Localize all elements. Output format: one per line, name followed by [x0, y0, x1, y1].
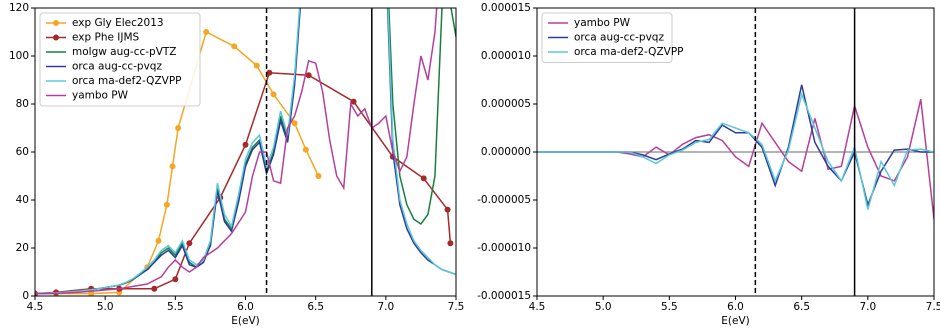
x-tick-label: 5.0: [595, 301, 612, 313]
data-point: [270, 91, 277, 98]
subplot: 4.5 5.0 5.5 6.0 6.5 7.0 7.5 -0.000015 -0.000010 -…: [477, 2, 940, 327]
data-point: [155, 237, 162, 244]
legend-marker: [53, 34, 59, 41]
x-axis-label: E(eV): [231, 315, 259, 327]
x-tick-label: 4.5: [27, 301, 44, 313]
y-tick-label: -0.000010: [477, 242, 531, 254]
legend-label: orca aug-cc-pvqz: [72, 61, 162, 73]
axes-frame: [536, 7, 935, 297]
data-point: [444, 206, 451, 213]
x-tick-label: 5.0: [97, 301, 114, 313]
data-point: [253, 62, 260, 69]
data-point: [172, 276, 179, 283]
x-tick-label: 7.0: [377, 301, 394, 313]
y-tick-label: -0.000015: [477, 290, 531, 302]
legend-box: [39, 12, 201, 107]
x-tick-label: 7.0: [859, 301, 876, 313]
x-tick-label: 7.5: [448, 301, 465, 313]
y-tick-label: 0.000015: [481, 2, 531, 14]
y-tick-label: 0: [22, 290, 29, 302]
x-tick-label: 4.5: [529, 301, 546, 313]
series-line: [35, 8, 456, 295]
legend-label: yambo PW: [72, 90, 129, 102]
x-tick-label: 5.5: [661, 301, 678, 313]
data-point: [315, 173, 322, 179]
data-point: [163, 201, 170, 208]
x-tick-label: 7.5: [926, 301, 940, 313]
y-tick-label: 80: [16, 98, 29, 110]
legend-marker: [53, 20, 59, 26]
series-line: [35, 72, 452, 295]
data-point: [151, 285, 158, 292]
x-tick-label: 6.5: [793, 301, 810, 313]
data-point: [169, 163, 176, 170]
data-point: [291, 120, 298, 127]
plot-area: [35, 8, 456, 296]
x-tick-label: 6.0: [237, 301, 254, 313]
legend-label: exp Gly Elec2013: [72, 17, 164, 29]
y-tick-label: -0.000005: [477, 194, 531, 206]
legend-label: orca ma-def2-QZVPP: [574, 46, 684, 58]
series-line: [537, 91, 934, 210]
x-tick-label: 6.5: [307, 301, 324, 313]
x-axis-label: E(eV): [721, 315, 749, 327]
series-line: [35, 8, 438, 295]
data-point: [302, 146, 309, 153]
legend-box: [541, 12, 673, 63]
data-point: [186, 240, 193, 247]
data-point: [420, 175, 427, 182]
axes-frame: [34, 7, 457, 297]
y-tick-label: 20: [16, 242, 29, 254]
series-line: [35, 30, 320, 295]
data-point: [203, 29, 210, 35]
data-point: [266, 69, 273, 76]
data-point: [447, 240, 454, 247]
data-point: [242, 141, 249, 148]
data-point: [350, 98, 357, 105]
y-tick-label: 0.000000: [481, 146, 531, 158]
plot-area: [537, 8, 934, 296]
data-point: [305, 72, 312, 79]
y-tick-label: 0.000005: [481, 98, 531, 110]
legend-label: orca aug-cc-pvqz: [574, 32, 664, 44]
legend-label: orca ma-def2-QZVPP: [72, 75, 182, 87]
legend-label: molgw aug-cc-pVTZ: [72, 46, 177, 58]
legend: exp Gly Elec2013 exp Phe IJMS molgw aug-cc…: [39, 12, 201, 107]
data-point: [175, 125, 182, 131]
y-tick-label: 0.000010: [481, 50, 531, 62]
x-tick-label: 6.0: [727, 301, 744, 313]
y-tick-label: 120: [9, 2, 29, 14]
y-tick-label: 100: [9, 50, 29, 62]
legend-label: yambo PW: [574, 17, 631, 29]
y-tick-label: 40: [16, 194, 29, 206]
x-tick-label: 5.5: [167, 301, 184, 313]
data-point: [231, 43, 238, 50]
subplot: 4.5 5.0 5.5 6.0 6.5 7.0 7.5 0 20 40 60 80 100 120 E(eV…: [9, 2, 465, 327]
legend: yambo PW orca aug-cc-pvqz orca ma-def2-QZV…: [541, 12, 684, 63]
series-line: [537, 99, 934, 220]
legend-label: exp Phe IJMS: [72, 32, 140, 44]
y-tick-label: 60: [16, 146, 29, 158]
